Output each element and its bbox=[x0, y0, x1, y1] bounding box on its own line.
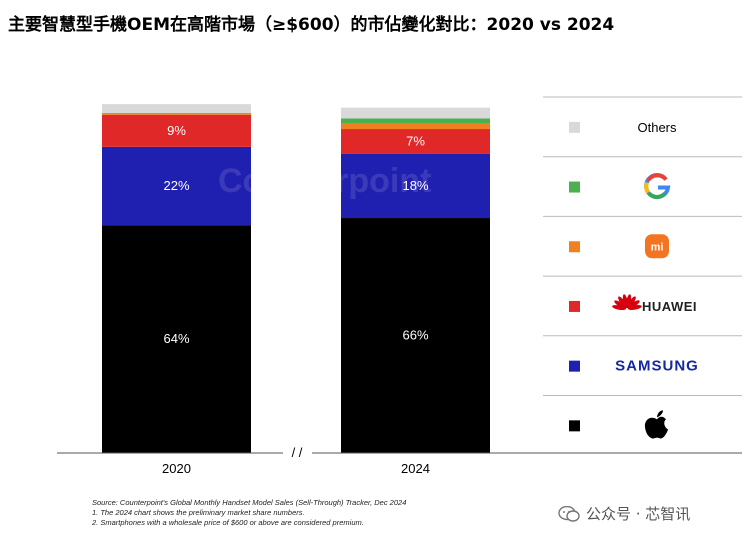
huawei-petal bbox=[614, 300, 627, 309]
bar-mi-2020 bbox=[102, 113, 251, 115]
bar-samsung-2024 bbox=[341, 153, 490, 219]
data-label-apple-2020: 64% bbox=[163, 331, 189, 346]
bar-samsung-2020 bbox=[102, 146, 251, 226]
legend-swatch-samsung bbox=[569, 360, 580, 372]
bar-apple-2020 bbox=[102, 225, 251, 453]
x-tick-label-2020: 2020 bbox=[162, 461, 191, 476]
data-label-samsung-2020: 22% bbox=[163, 178, 189, 193]
source-notes: Source: Counterpoint's Global Monthly Ha… bbox=[92, 498, 406, 528]
data-label-huawei-2020: 9% bbox=[167, 123, 186, 138]
bars-group: 64% 22% 9% 66% 18% 7% bbox=[102, 104, 490, 453]
account-label: 公众号 · 芯智讯 bbox=[586, 505, 691, 523]
footnote-2: 2. Smartphones with a wholesale price of… bbox=[92, 518, 364, 527]
legend-label-samsung: SAMSUNG bbox=[615, 358, 699, 375]
google-g-yellow bbox=[644, 181, 650, 194]
legend-swatch-mi bbox=[569, 241, 580, 253]
legend-swatch-huawei bbox=[569, 300, 580, 312]
bar-mi-2024 bbox=[341, 123, 490, 130]
google-g-red bbox=[646, 173, 668, 182]
apple-logo-icon bbox=[644, 410, 668, 439]
legend-entry-apple bbox=[644, 410, 668, 439]
apple-leaf bbox=[657, 410, 663, 418]
wechat-icon bbox=[558, 505, 580, 522]
bar-huawei-2024 bbox=[341, 129, 490, 154]
bar-huawei-2020 bbox=[102, 114, 251, 147]
data-label-huawei-2024: 7% bbox=[406, 134, 425, 149]
bar-others-2020 bbox=[102, 104, 251, 114]
axis-break: / / bbox=[292, 445, 303, 460]
bar-others-2024 bbox=[341, 107, 490, 119]
legend-entry-huawei: HUAWEI bbox=[612, 294, 697, 314]
xiaomi-logo-text: mi bbox=[651, 241, 664, 253]
google-logo-icon bbox=[644, 173, 671, 199]
legend-label-others: Others bbox=[637, 120, 677, 135]
google-g-green bbox=[647, 192, 667, 199]
legend-group: Others mi HUAWEI SAMSUNG bbox=[543, 96, 742, 439]
chart-title: 主要智慧型手機OEM在高階市場（≥$600）的市佔變化對比：2020 vs 20… bbox=[8, 15, 615, 35]
legend-entry-samsung: SAMSUNG bbox=[615, 358, 699, 375]
x-axis: / / 2020 2024 bbox=[57, 445, 742, 476]
bar-apple-2024 bbox=[341, 218, 490, 453]
xiaomi-logo-bg bbox=[645, 234, 669, 259]
data-label-apple-2024: 66% bbox=[402, 328, 428, 343]
legend-swatch-others bbox=[569, 121, 580, 133]
legend-entry-mi: mi bbox=[645, 234, 669, 259]
legend-swatch-apple bbox=[569, 420, 580, 432]
huawei-petal bbox=[627, 305, 642, 311]
legend-entry-others: Others bbox=[637, 120, 677, 135]
source-line: Source: Counterpoint's Global Monthly Ha… bbox=[92, 498, 407, 507]
bar-g-2024 bbox=[341, 118, 490, 124]
legend-entry-g bbox=[644, 173, 671, 199]
huawei-petal bbox=[627, 296, 636, 309]
counterpoint-watermark: Counterpoint bbox=[218, 162, 431, 200]
account-watermark: 公众号 · 芯智讯 bbox=[558, 503, 690, 524]
legend-label-huawei: HUAWEI bbox=[642, 299, 697, 314]
data-label-samsung-2024: 18% bbox=[402, 178, 428, 193]
xiaomi-logo-icon: mi bbox=[645, 234, 669, 259]
apple-body bbox=[644, 416, 668, 439]
footnote-1: 1. The 2024 chart shows the preliminary … bbox=[92, 508, 305, 517]
huawei-logo-icon bbox=[612, 294, 642, 311]
x-tick-label-2024: 2024 bbox=[401, 461, 430, 476]
legend-swatch-g bbox=[569, 181, 580, 193]
